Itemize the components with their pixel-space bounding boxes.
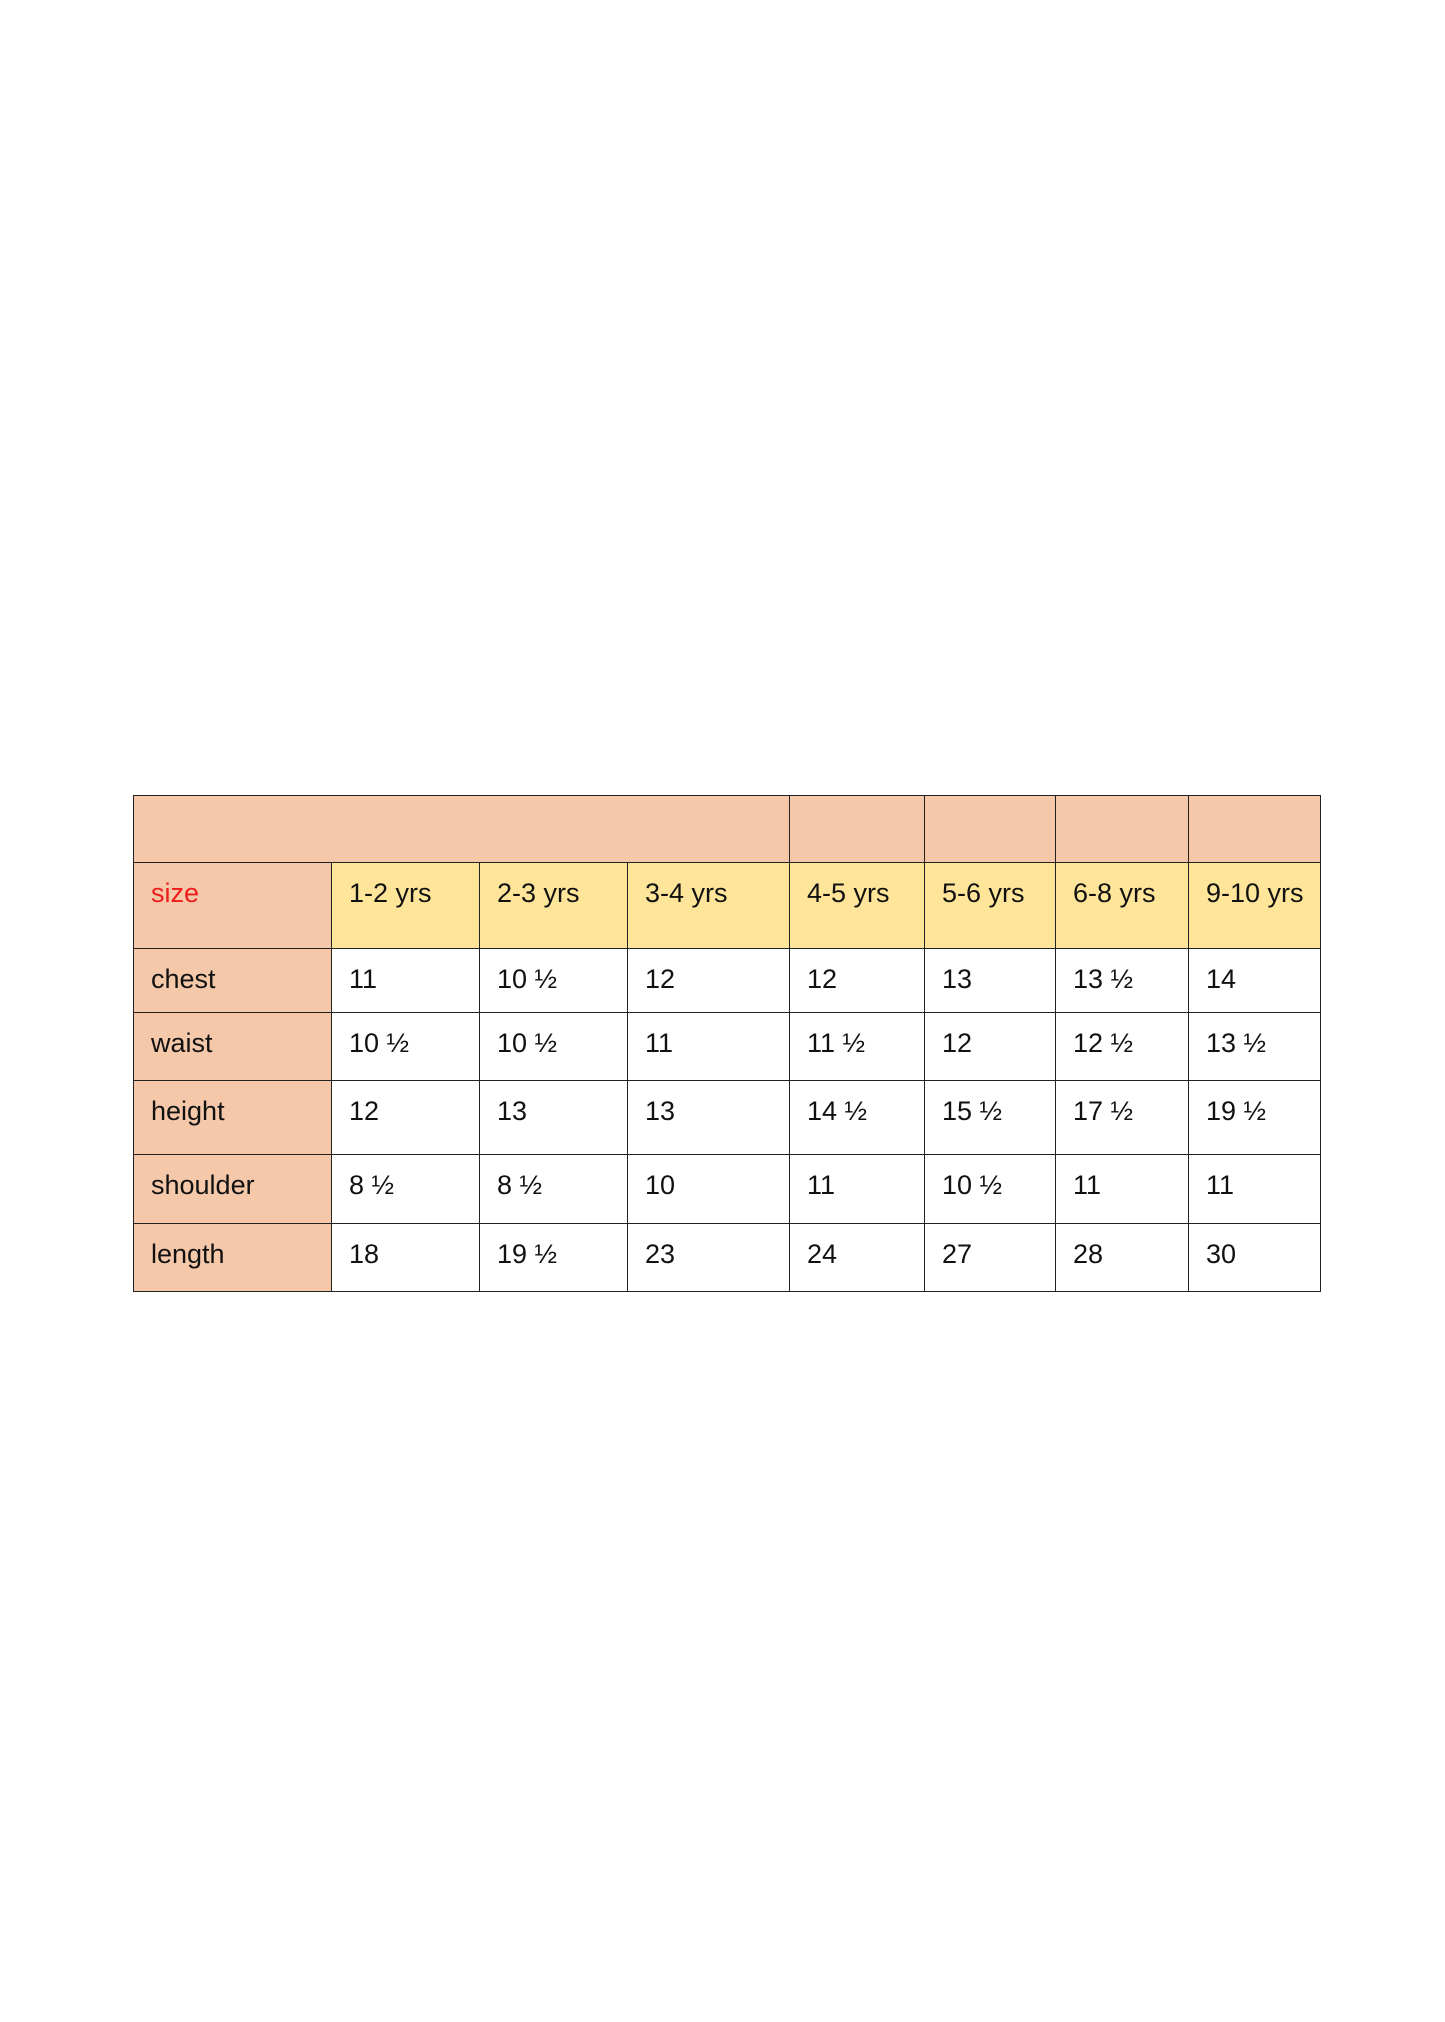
size-header-row: size 1-2 yrs 2-3 yrs 3-4 yrs 4-5 yrs 5-6… bbox=[133, 862, 1321, 949]
empty-title-cell bbox=[133, 795, 790, 863]
table-row: height 12 13 13 14 ½ 15 ½ 17 ½ 19 ½ bbox=[133, 1080, 1321, 1155]
size-label: size bbox=[133, 862, 332, 949]
size-header: 6-8 yrs bbox=[1055, 862, 1189, 949]
measurement-value: 10 ½ bbox=[331, 1012, 480, 1081]
measurement-value: 10 bbox=[627, 1154, 790, 1224]
measurement-label: shoulder bbox=[133, 1154, 332, 1224]
measurement-value: 28 bbox=[1055, 1223, 1189, 1292]
measurement-value: 19 ½ bbox=[1188, 1080, 1321, 1155]
measurement-label: length bbox=[133, 1223, 332, 1292]
size-header: 3-4 yrs bbox=[627, 862, 790, 949]
measurement-value: 8 ½ bbox=[479, 1154, 628, 1224]
size-header: 2-3 yrs bbox=[479, 862, 628, 949]
table-row: length 18 19 ½ 23 24 27 28 30 bbox=[133, 1223, 1321, 1292]
measurement-value: 12 ½ bbox=[1055, 1012, 1189, 1081]
measurement-value: 14 bbox=[1188, 948, 1321, 1013]
empty-header-cell bbox=[789, 795, 925, 863]
measurement-value: 12 bbox=[627, 948, 790, 1013]
measurement-value: 13 ½ bbox=[1188, 1012, 1321, 1081]
size-header: 1-2 yrs bbox=[331, 862, 480, 949]
measurement-value: 11 bbox=[627, 1012, 790, 1081]
size-chart-table: size 1-2 yrs 2-3 yrs 3-4 yrs 4-5 yrs 5-6… bbox=[133, 795, 1321, 1292]
measurement-value: 8 ½ bbox=[331, 1154, 480, 1224]
measurement-value: 11 ½ bbox=[789, 1012, 925, 1081]
measurement-value: 11 bbox=[331, 948, 480, 1013]
measurement-value: 19 ½ bbox=[479, 1223, 628, 1292]
empty-header-cell bbox=[1055, 795, 1189, 863]
measurement-value: 27 bbox=[924, 1223, 1056, 1292]
title-row bbox=[133, 795, 1321, 863]
measurement-value: 10 ½ bbox=[924, 1154, 1056, 1224]
size-header: 9-10 yrs bbox=[1188, 862, 1321, 949]
measurement-value: 12 bbox=[924, 1012, 1056, 1081]
table-row: chest 11 10 ½ 12 12 13 13 ½ 14 bbox=[133, 948, 1321, 1013]
measurement-label: waist bbox=[133, 1012, 332, 1081]
size-header: 5-6 yrs bbox=[924, 862, 1056, 949]
measurement-label: height bbox=[133, 1080, 332, 1155]
measurement-value: 30 bbox=[1188, 1223, 1321, 1292]
empty-header-cell bbox=[1188, 795, 1321, 863]
empty-header-cell bbox=[924, 795, 1056, 863]
measurement-value: 23 bbox=[627, 1223, 790, 1292]
table-row: waist 10 ½ 10 ½ 11 11 ½ 12 12 ½ 13 ½ bbox=[133, 1012, 1321, 1081]
measurement-value: 10 ½ bbox=[479, 1012, 628, 1081]
size-header: 4-5 yrs bbox=[789, 862, 925, 949]
measurement-value: 11 bbox=[1055, 1154, 1189, 1224]
measurement-value: 12 bbox=[789, 948, 925, 1013]
measurement-value: 11 bbox=[789, 1154, 925, 1224]
measurement-value: 13 bbox=[479, 1080, 628, 1155]
measurement-value: 11 bbox=[1188, 1154, 1321, 1224]
measurement-value: 15 ½ bbox=[924, 1080, 1056, 1155]
measurement-value: 17 ½ bbox=[1055, 1080, 1189, 1155]
measurement-value: 12 bbox=[331, 1080, 480, 1155]
measurement-label: chest bbox=[133, 948, 332, 1013]
measurement-value: 10 ½ bbox=[479, 948, 628, 1013]
measurement-value: 14 ½ bbox=[789, 1080, 925, 1155]
measurement-value: 24 bbox=[789, 1223, 925, 1292]
measurement-value: 13 bbox=[924, 948, 1056, 1013]
measurement-value: 13 bbox=[627, 1080, 790, 1155]
measurement-value: 18 bbox=[331, 1223, 480, 1292]
measurement-value: 13 ½ bbox=[1055, 948, 1189, 1013]
